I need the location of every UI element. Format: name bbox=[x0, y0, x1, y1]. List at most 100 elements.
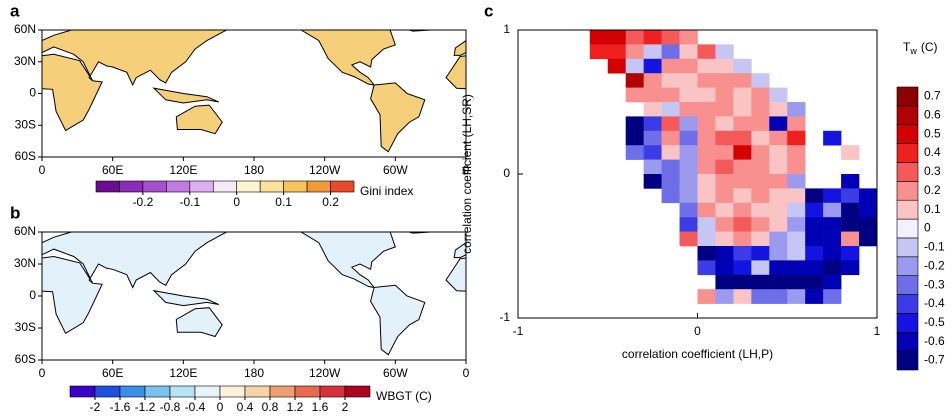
heatmap-cell bbox=[733, 260, 752, 276]
colorbar-box bbox=[219, 385, 246, 398]
heatmap-cell bbox=[697, 260, 716, 276]
heatmap-cell bbox=[733, 188, 752, 204]
heatmap-cell bbox=[805, 217, 824, 232]
colorbar-box bbox=[294, 385, 321, 398]
heatmap-cell bbox=[787, 130, 806, 146]
heatmap-cell bbox=[715, 87, 734, 103]
heatmap-cell bbox=[769, 260, 788, 276]
heatmap-cell bbox=[823, 289, 842, 304]
heatmap-cell bbox=[643, 58, 662, 74]
colorbar-tick-label: -0.2 bbox=[133, 195, 154, 209]
heatmap-cell bbox=[625, 73, 644, 88]
colorbar-box bbox=[306, 180, 331, 193]
heatmap-cell bbox=[769, 246, 788, 261]
colorbar-box bbox=[896, 86, 919, 107]
y-tick-label: 60N bbox=[14, 22, 36, 36]
heatmap-cell bbox=[697, 87, 716, 103]
x-tick-label: -1 bbox=[513, 324, 524, 338]
colorbar-box bbox=[896, 143, 919, 163]
heatmap-cell bbox=[625, 58, 644, 74]
colorbar-box bbox=[95, 180, 120, 193]
heatmap-cell bbox=[661, 87, 680, 103]
colorbar-tick-label: 0.1 bbox=[924, 202, 941, 216]
colorbar-title: Gini index bbox=[360, 184, 413, 198]
x-axis-title: correlation coefficient (LH,P) bbox=[622, 347, 773, 361]
heatmap-cell bbox=[769, 289, 788, 304]
continent bbox=[453, 242, 466, 259]
heatmap-cell bbox=[787, 289, 806, 304]
heatmap-cell bbox=[823, 246, 842, 261]
heatmap-cell bbox=[697, 159, 716, 175]
heatmap-cell bbox=[751, 130, 770, 146]
colorbar-box bbox=[259, 180, 284, 193]
colorbar-box bbox=[896, 331, 919, 352]
continent bbox=[370, 284, 426, 356]
heatmap-cell bbox=[625, 145, 644, 160]
heatmap-cell bbox=[715, 188, 734, 204]
heatmap-cell bbox=[805, 231, 824, 247]
heatmap-cell bbox=[625, 116, 644, 132]
heatmap-cell bbox=[607, 58, 626, 74]
heatmap-cell bbox=[841, 145, 860, 160]
colorbar-box bbox=[319, 385, 346, 398]
heatmap-cell bbox=[679, 87, 698, 103]
continent bbox=[42, 53, 103, 132]
y-tick-label: 30N bbox=[14, 54, 36, 68]
heatmap-cell bbox=[769, 274, 788, 290]
heatmap-cell bbox=[751, 246, 770, 261]
heatmap-cell bbox=[643, 73, 662, 88]
panel-label: c bbox=[484, 1, 493, 20]
y-tick-label: 1 bbox=[503, 22, 510, 36]
colorbar-box bbox=[896, 313, 919, 333]
colorbar-box bbox=[896, 275, 919, 295]
colorbar-title-unit: (C) bbox=[921, 40, 938, 54]
heatmap-cell bbox=[643, 159, 662, 175]
heatmap-cell bbox=[715, 289, 734, 304]
colorbar-tick-label: -0.3 bbox=[924, 277, 945, 291]
y-tick-label: 0 bbox=[503, 166, 510, 180]
heatmap-cell bbox=[859, 202, 878, 218]
colorbar-tick-label: 0.4 bbox=[924, 145, 941, 159]
heatmap-cell bbox=[751, 145, 770, 160]
x-tick-label: 180 bbox=[244, 163, 264, 177]
land bbox=[42, 232, 466, 356]
heatmap-cell bbox=[607, 44, 626, 60]
heatmap-cell bbox=[787, 188, 806, 204]
x-tick-label: 0 bbox=[39, 163, 46, 177]
heatmap-cell bbox=[733, 217, 752, 232]
heatmap-cell bbox=[733, 116, 752, 132]
y-tick-label: 0 bbox=[29, 86, 36, 100]
panel-label: a bbox=[10, 1, 20, 20]
colorbar-tick-label: -0.2 bbox=[924, 258, 945, 272]
x-tick-label: 120E bbox=[169, 366, 197, 380]
continent bbox=[42, 255, 103, 335]
heatmap-cell bbox=[643, 116, 662, 132]
colorbar-tick-label: -0.6 bbox=[924, 334, 945, 348]
heatmap-cell bbox=[841, 231, 860, 247]
heatmap-cell bbox=[733, 202, 752, 218]
heatmap-cell bbox=[661, 73, 680, 88]
heatmap-cell bbox=[697, 188, 716, 204]
heatmap-cell bbox=[751, 289, 770, 304]
heatmap-cell bbox=[679, 145, 698, 160]
colorbar-title: WBGT (C) bbox=[376, 389, 432, 403]
heatmap-cell bbox=[841, 174, 860, 189]
colorbar-tick-label: 0.6 bbox=[924, 107, 941, 121]
continent bbox=[0, 83, 1, 152]
colorbar-box bbox=[283, 180, 308, 193]
heatmap-cell bbox=[751, 274, 770, 290]
colorbar-box bbox=[896, 162, 919, 182]
colorbar-tick-label: 0.2 bbox=[322, 195, 339, 209]
colorbar-tick-label: -0.4 bbox=[924, 296, 945, 310]
colorbar-box bbox=[119, 180, 144, 193]
continent bbox=[445, 55, 466, 90]
heatmap-cell bbox=[715, 231, 734, 247]
heatmap-cell bbox=[751, 260, 770, 276]
x-tick-label: 0 bbox=[463, 163, 470, 177]
heatmap-cell bbox=[661, 102, 680, 117]
continent bbox=[294, 30, 396, 86]
continent bbox=[445, 257, 466, 292]
heatmap-cell bbox=[697, 102, 716, 117]
heatmap-cell bbox=[751, 87, 770, 103]
heatmap-cell bbox=[859, 231, 878, 247]
